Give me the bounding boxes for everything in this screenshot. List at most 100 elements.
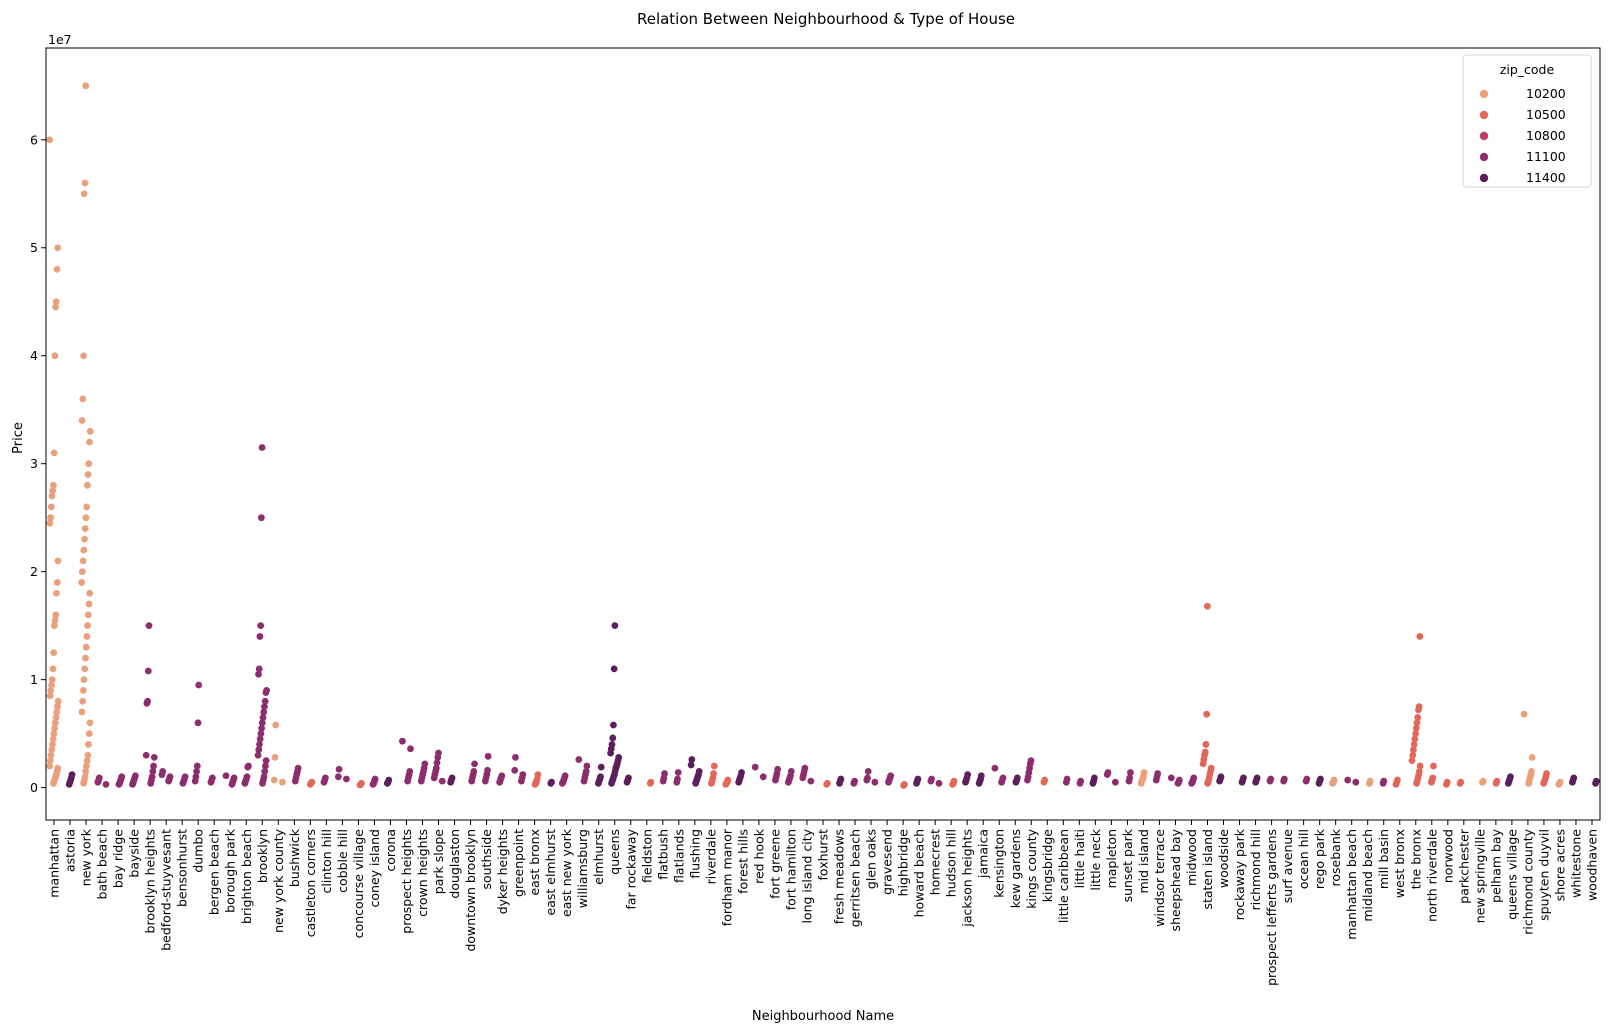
data-point: [1410, 746, 1417, 754]
x-tick-label: prospect lefferts gardens: [1264, 829, 1279, 986]
data-point: [850, 779, 858, 787]
data-point: [1024, 776, 1031, 784]
data-point: [256, 735, 264, 743]
x-tick-label: new springville: [1472, 829, 1487, 924]
data-point: [241, 779, 249, 787]
x-tick-label: flushing: [687, 829, 702, 879]
data-point: [674, 769, 682, 776]
data-point: [518, 777, 525, 785]
data-point: [145, 622, 153, 630]
data-point: [927, 777, 935, 785]
data-point: [150, 762, 157, 770]
data-point: [433, 759, 441, 767]
data-point: [935, 779, 943, 787]
data-point: [608, 779, 615, 787]
data-point: [1199, 760, 1207, 768]
legend-marker: [1479, 173, 1489, 183]
x-tick-label: long island city: [799, 828, 814, 923]
data-point: [261, 697, 269, 705]
x-tick-label: dumbo: [191, 829, 206, 873]
data-point: [46, 692, 54, 700]
data-point: [82, 768, 90, 775]
data-point: [687, 761, 695, 769]
data-point: [158, 771, 166, 779]
legend: zip_code 10200 10500 10800 11100 11400: [1462, 54, 1592, 188]
data-point: [468, 777, 476, 785]
data-point: [258, 724, 266, 732]
data-point: [659, 777, 667, 785]
data-point: [46, 757, 54, 765]
data-point: [102, 780, 110, 788]
data-point: [79, 697, 87, 705]
data-point: [1414, 714, 1422, 721]
data-point: [51, 352, 59, 360]
y-axis-label: Price: [11, 422, 26, 454]
data-point: [80, 546, 88, 554]
x-tick-label: flatlands: [671, 829, 686, 883]
legend-marker: [1479, 110, 1489, 120]
x-tick-label: bay ridge: [111, 829, 126, 888]
data-point: [949, 780, 956, 788]
legend-marker: [1479, 89, 1489, 99]
x-tick-label: little caribbean: [1056, 829, 1071, 923]
legend-label: 11400: [1526, 170, 1566, 185]
x-tick-label: sunset park: [1120, 828, 1135, 902]
x-tick-label: spuyten duyvil: [1536, 829, 1551, 921]
data-point: [80, 352, 87, 360]
data-point: [447, 778, 455, 786]
data-point: [48, 681, 55, 689]
data-point: [255, 665, 263, 673]
data-point: [81, 665, 89, 673]
data-point: [80, 190, 88, 198]
data-point: [1089, 779, 1097, 787]
data-point: [673, 778, 681, 786]
data-point: [84, 611, 92, 619]
x-tick-label: parkchester: [1456, 828, 1471, 904]
x-tick-label: jackson heights: [960, 829, 975, 928]
data-point: [165, 777, 173, 785]
data-point: [79, 395, 87, 403]
data-point: [50, 779, 57, 787]
data-point: [1413, 779, 1420, 787]
data-point: [1012, 778, 1020, 786]
data-point: [79, 687, 87, 694]
data-point: [83, 481, 91, 489]
x-tick-label: fort greene: [767, 829, 782, 899]
x-tick-label: gerritsen beach: [848, 829, 863, 927]
data-point: [270, 776, 278, 784]
data-point: [1344, 776, 1352, 784]
data-point: [278, 778, 286, 786]
data-point: [1329, 779, 1337, 787]
x-tick-label: whitestone: [1568, 829, 1583, 898]
data-point: [257, 730, 265, 738]
data-point: [52, 298, 60, 306]
x-tick-label: rego park: [1312, 828, 1327, 889]
data-point: [1203, 710, 1211, 718]
data-point: [1504, 779, 1512, 787]
data-point: [82, 514, 90, 522]
data-point: [1137, 779, 1145, 787]
data-point: [179, 779, 187, 787]
x-tick-label: manhattan beach: [1344, 829, 1359, 940]
data-point: [142, 751, 150, 759]
data-point: [751, 763, 759, 771]
legend-marker: [1479, 131, 1489, 141]
data-point: [334, 773, 342, 781]
data-point: [1408, 757, 1416, 765]
data-point: [735, 778, 743, 786]
x-tick-label: borough park: [223, 828, 238, 913]
data-point: [48, 492, 56, 500]
data-point: [47, 503, 55, 511]
data-point: [575, 756, 583, 763]
data-point: [1409, 751, 1417, 759]
data-point: [261, 768, 269, 775]
x-tick-label: homecrest: [928, 829, 943, 895]
data-point: [85, 600, 93, 608]
data-point: [195, 681, 203, 689]
legend-title: zip_code: [1500, 62, 1555, 77]
data-point: [991, 764, 999, 772]
legend-marker: [1479, 152, 1489, 162]
x-tick-label: east bronx: [527, 829, 542, 896]
data-point: [78, 708, 86, 716]
